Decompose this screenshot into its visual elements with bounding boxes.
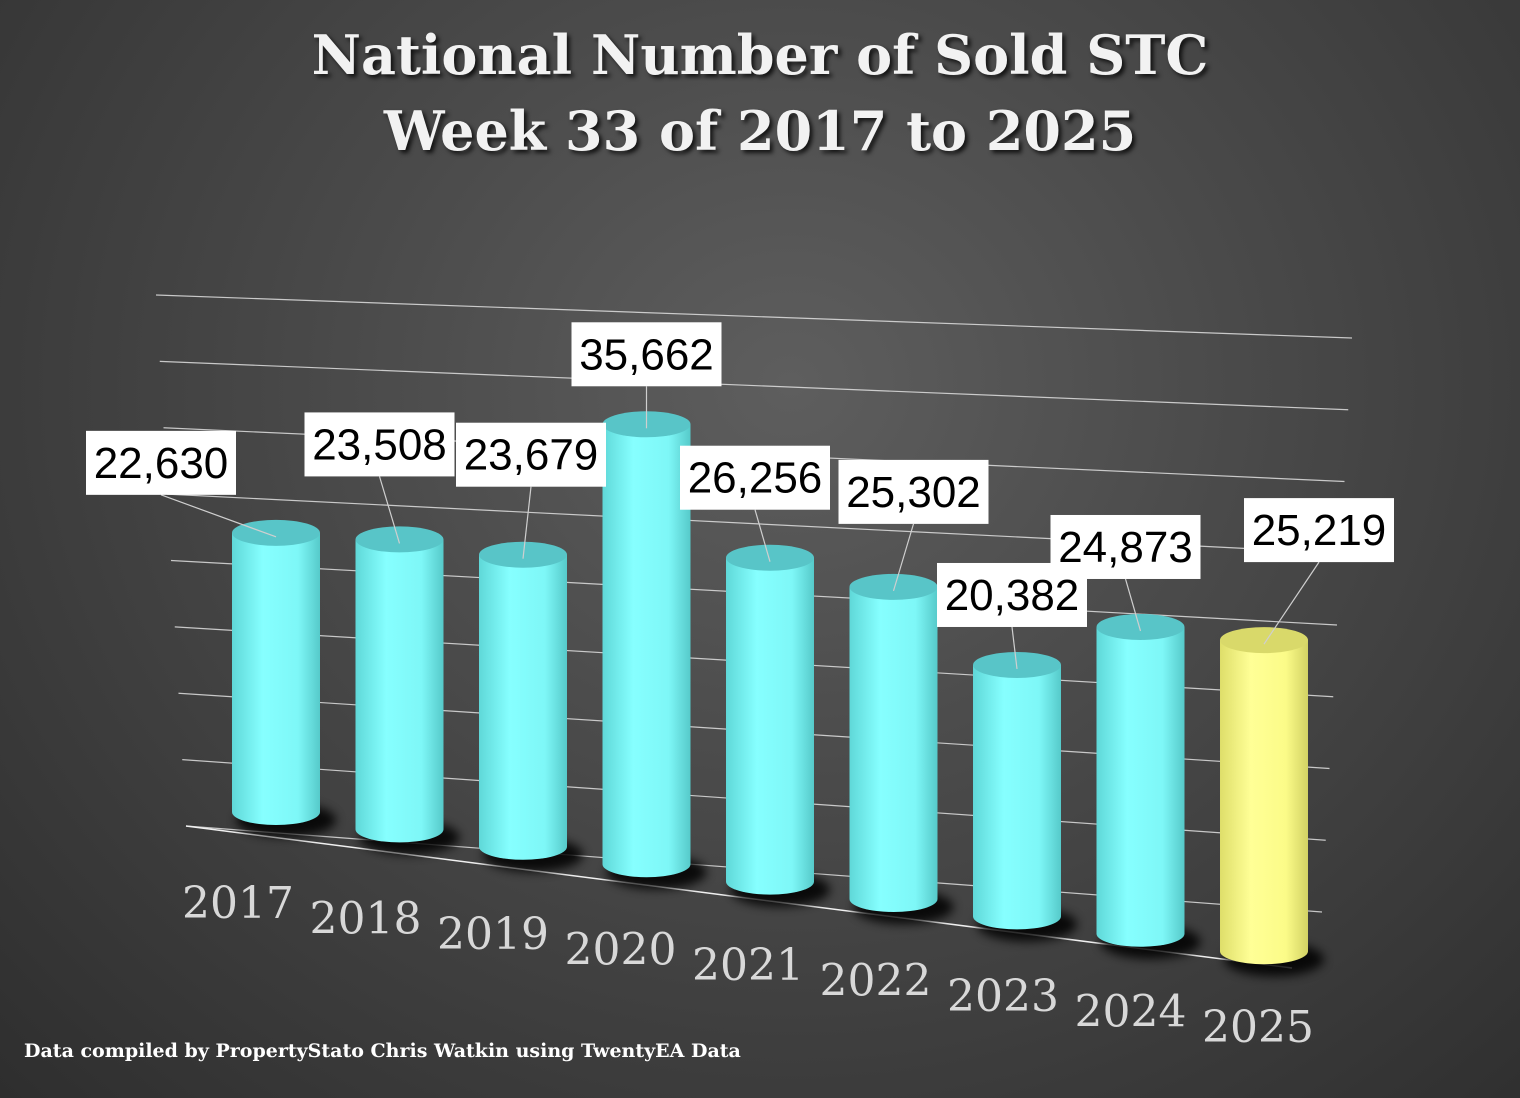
data-labels: 22,630 23,508 23,679 35,662 26,256 25,302 20,3… (86, 322, 1394, 670)
source-note: Data compiled by PropertyStato Chris Wat… (24, 1040, 741, 1062)
bars (232, 411, 1308, 965)
bar-2020 (602, 411, 691, 878)
chart-title-line2: Week 33 of 2017 to 2025 (383, 99, 1137, 163)
bar-body (1220, 640, 1308, 965)
bar-2017 (232, 519, 320, 825)
bar-body (479, 554, 567, 860)
category-label: 2023 (947, 971, 1059, 1022)
data-label: 25,219 (1252, 506, 1387, 555)
data-label: 23,508 (312, 420, 447, 469)
bar-body (355, 539, 444, 843)
category-label: 2022 (820, 956, 932, 1007)
gridline (155, 294, 1353, 339)
data-label-box (304, 412, 455, 477)
chart-title-line1: National Number of Sold STC (311, 23, 1209, 87)
data-label-box (1050, 514, 1201, 579)
data-label-box (680, 445, 830, 510)
data-label-box (1244, 498, 1394, 563)
bar-top (726, 544, 814, 571)
data-label: 24,873 (1058, 523, 1193, 572)
bar-top (355, 526, 444, 553)
bar-2018 (355, 526, 444, 843)
bar-2021 (726, 544, 814, 895)
data-label: 25,302 (846, 468, 981, 517)
category-label: 2018 (310, 894, 422, 945)
bar-body (849, 586, 938, 912)
bar-body (726, 557, 814, 895)
bar-2025 (1220, 627, 1308, 965)
bar-top (1220, 627, 1308, 654)
leader-line (378, 476, 401, 544)
leader-line (1263, 561, 1320, 645)
bar-top (232, 519, 320, 546)
data-label-box (571, 322, 722, 387)
category-label: 2025 (1202, 1002, 1314, 1053)
leader-line (522, 486, 532, 559)
data-label: 23,679 (464, 431, 599, 480)
bar-body (602, 424, 691, 878)
bar-top (849, 573, 938, 600)
bar-body (973, 664, 1061, 930)
data-label: 20,382 (945, 571, 1080, 620)
bar-2022 (849, 573, 938, 912)
bar-body (232, 532, 320, 825)
data-label-box (456, 422, 606, 487)
leader-line (1124, 578, 1142, 632)
category-label: 2017 (182, 878, 294, 929)
data-label: 22,630 (94, 439, 229, 488)
bar-2024 (1096, 613, 1185, 947)
category-label: 2019 (437, 909, 549, 960)
leader-line (160, 494, 277, 538)
bar-2023 (973, 651, 1061, 930)
bar-top (1096, 613, 1185, 640)
category-label: 2020 (565, 925, 677, 976)
category-label: 2021 (692, 940, 804, 991)
data-label-box (838, 459, 989, 524)
leader-line (754, 509, 771, 562)
leader-line (1011, 626, 1018, 670)
data-label: 35,662 (579, 330, 714, 379)
data-label: 26,256 (688, 454, 823, 503)
bar-body (1096, 626, 1185, 947)
category-label: 2024 (1075, 987, 1187, 1038)
data-label-box (86, 430, 236, 495)
bar-2019 (479, 541, 567, 860)
gridline (159, 360, 1349, 411)
leader-line (892, 523, 915, 592)
category-labels: 2017 2018 2019 2020 2021 2022 2023 2024 2025 (182, 878, 1314, 1053)
